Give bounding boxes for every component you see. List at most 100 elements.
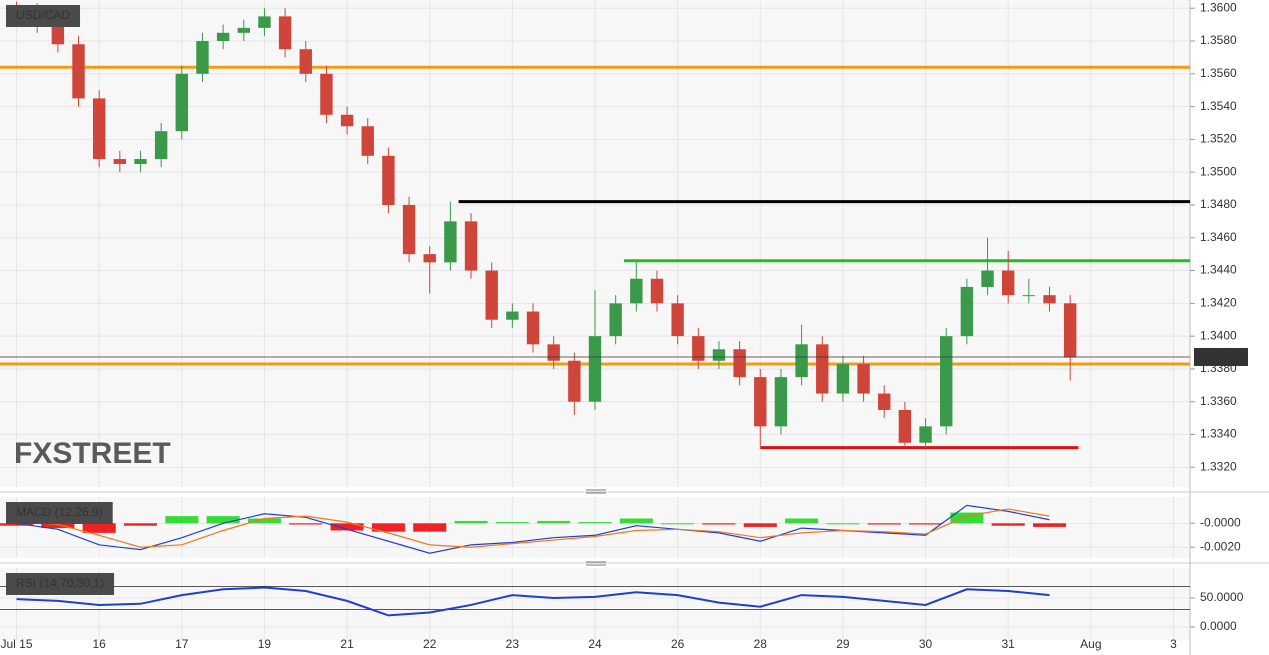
candle-body (134, 159, 147, 164)
histogram-bar (991, 523, 1025, 526)
x-tick-label: 30 (919, 637, 933, 651)
candle-body (857, 364, 870, 394)
series-line (16, 508, 1050, 548)
candle-body (836, 364, 850, 394)
resize-handle[interactable] (586, 561, 606, 566)
histogram-bar (165, 516, 199, 524)
y-tick-label: 1.3460 (1200, 230, 1237, 244)
histogram-bar (330, 523, 364, 531)
histogram-bar (82, 523, 116, 533)
x-tick-label: 28 (754, 637, 768, 651)
candle-body (113, 159, 127, 164)
x-tick-label: 24 (588, 637, 602, 651)
histogram-bar (578, 522, 612, 524)
candle-body (650, 278, 664, 304)
y-tick-label: 0.0000 (1200, 619, 1237, 633)
watermark: FXSTREET (14, 437, 171, 470)
title-box (6, 5, 81, 27)
histogram-bar (826, 523, 860, 525)
histogram-bar (785, 518, 819, 524)
histogram-bar (867, 523, 901, 525)
candle-body (816, 344, 829, 394)
histogram-bar (413, 523, 447, 532)
candle-body (774, 377, 788, 427)
histogram-bar (743, 523, 777, 527)
candle-body (175, 73, 189, 132)
histogram-bar (289, 523, 323, 525)
x-tick-label: Aug (1080, 637, 1101, 651)
histogram-bar (123, 523, 158, 526)
candle-body (692, 336, 705, 361)
candle-body (919, 426, 932, 443)
candle-body (237, 27, 250, 33)
candle-body (526, 311, 540, 345)
x-tick-label: 17 (175, 637, 189, 651)
histogram-bar (1032, 523, 1067, 527)
candle-body (402, 204, 416, 255)
candle-body (320, 73, 333, 115)
y-tick-label: 50.0000 (1200, 590, 1244, 604)
candle-body (1063, 303, 1077, 358)
candle-body (51, 24, 65, 45)
y-tick-label: 1.3340 (1200, 427, 1237, 441)
histogram-bar (454, 520, 488, 524)
candle-body (1022, 295, 1036, 297)
candle-body (464, 221, 478, 271)
histogram-bar (950, 512, 984, 524)
x-tick-label: 19 (258, 637, 272, 651)
candle-body (1001, 270, 1015, 296)
y-tick-label: 1.3520 (1200, 132, 1237, 146)
candle-body (795, 344, 808, 378)
histogram-bar (206, 516, 240, 524)
y-tick-label: 1.3420 (1200, 296, 1237, 310)
y-tick-label: -0.0020 (1200, 539, 1241, 553)
panel-title: USD/CAD (16, 8, 70, 22)
x-tick-label: 23 (506, 637, 520, 651)
candle-body (630, 278, 643, 304)
histogram-bar (702, 523, 736, 525)
candle-body (154, 131, 168, 160)
y-tick-label: 1.3560 (1200, 66, 1237, 80)
x-tick-label: 29 (836, 637, 850, 651)
y-tick-label: 1.3540 (1200, 99, 1237, 113)
y-tick-label: 1.3480 (1200, 197, 1237, 211)
histogram-bar (909, 523, 943, 525)
candle-body (733, 349, 746, 378)
candle-body (940, 336, 953, 427)
histogram-bar (247, 518, 281, 524)
candle-body (981, 270, 994, 287)
histogram-bar (495, 522, 529, 524)
candle-body (196, 40, 209, 74)
y-tick-label: 1.3360 (1200, 394, 1237, 408)
candle-body (506, 311, 519, 320)
last-price-box (1194, 347, 1248, 366)
x-tick-label: 22 (423, 637, 437, 651)
candle-body (568, 360, 581, 402)
y-tick-label: 1.3400 (1200, 328, 1237, 342)
series-line (16, 504, 1050, 554)
candle-body (361, 126, 374, 156)
candle-body (712, 349, 726, 361)
candle-body (92, 98, 106, 160)
panel-title: RSI (14,70,30,1) (16, 576, 104, 590)
candle-body (382, 155, 395, 205)
candle-body (1043, 295, 1056, 304)
y-tick-label: 1.3320 (1200, 459, 1237, 473)
histogram-bar (661, 523, 695, 525)
candle-body (423, 254, 436, 263)
candle-body (72, 44, 85, 99)
x-tick-label: 26 (671, 637, 685, 651)
candle-body (898, 409, 912, 443)
resize-handle[interactable] (586, 489, 606, 494)
histogram-bar (371, 523, 405, 532)
candle-body (485, 270, 498, 320)
histogram-bar (0, 523, 34, 526)
x-tick-label: 21 (340, 637, 354, 651)
candle-body (216, 32, 230, 41)
x-tick-label: 31 (1002, 637, 1016, 651)
candle-body (671, 303, 684, 337)
y-tick-label: 1.3600 (1200, 0, 1237, 14)
candle-body (754, 377, 767, 427)
